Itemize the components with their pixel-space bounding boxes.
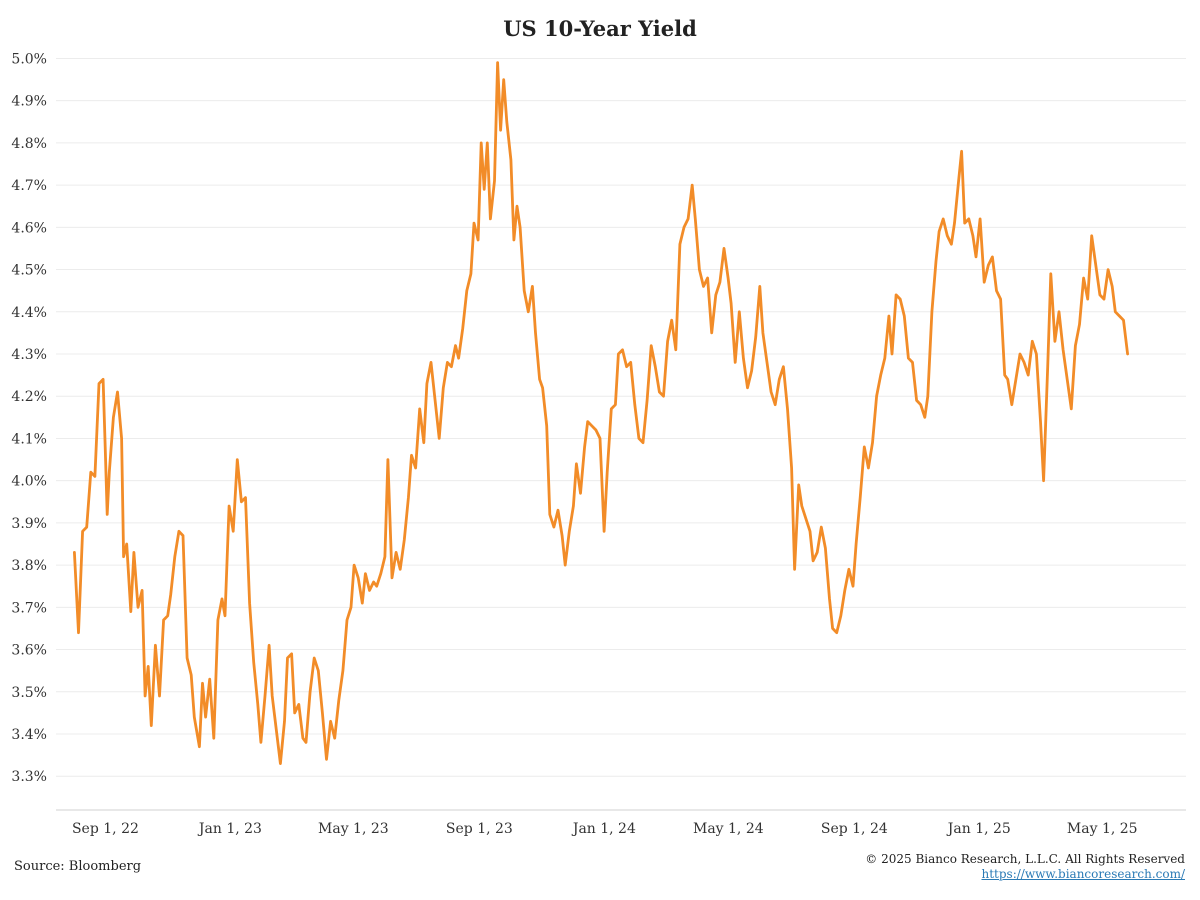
y-tick-label: 4.3% xyxy=(11,347,47,363)
y-tick-label: 4.8% xyxy=(11,136,47,152)
chart-title: US 10-Year Yield xyxy=(503,16,697,41)
y-tick-label: 3.9% xyxy=(11,516,47,532)
y-tick-label: 4.1% xyxy=(11,431,47,447)
grid-lines xyxy=(56,57,1186,777)
website-link[interactable]: https://www.biancoresearch.com/ xyxy=(981,867,1185,881)
y-tick-label: 4.4% xyxy=(11,305,47,321)
y-tick-label: 3.3% xyxy=(11,769,47,785)
y-tick-label: 3.4% xyxy=(11,727,47,743)
y-tick-label: 4.7% xyxy=(11,178,47,194)
copyright-note: © 2025 Bianco Research, L.L.C. All Right… xyxy=(865,852,1185,866)
x-tick-label: Jan 1, 25 xyxy=(946,821,1011,837)
x-tick-label: Sep 1, 22 xyxy=(72,821,139,837)
y-tick-label: 3.8% xyxy=(11,558,47,574)
y-tick-label: 4.0% xyxy=(11,474,47,490)
x-tick-label: Jan 1, 23 xyxy=(197,821,262,837)
y-tick-label: 4.6% xyxy=(11,220,47,236)
x-tick-label: Sep 1, 23 xyxy=(446,821,513,837)
y-tick-label: 5.0% xyxy=(11,51,47,67)
y-tick-label: 3.6% xyxy=(11,643,47,659)
x-tick-label: May 1, 24 xyxy=(693,821,764,837)
x-axis-ticks: Sep 1, 22 Jan 1, 23 May 1, 23 Sep 1, 23 Jan … xyxy=(72,821,1138,837)
x-tick-label: May 1, 23 xyxy=(318,821,389,837)
y-tick-label: 4.9% xyxy=(11,94,47,110)
y-tick-label: 4.5% xyxy=(11,263,47,279)
source-note: Source: Bloomberg xyxy=(14,859,142,874)
x-tick-label: Jan 1, 24 xyxy=(571,821,636,837)
y-tick-label: 3.7% xyxy=(11,600,47,616)
x-tick-label: May 1, 25 xyxy=(1067,821,1138,837)
series-line xyxy=(73,61,1129,765)
y-tick-label: 4.2% xyxy=(11,389,47,405)
series-layer xyxy=(73,61,1129,765)
y-tick-label: 3.5% xyxy=(11,685,47,701)
y-axis-ticks: 3.3% 3.4% 3.5% 3.6% 3.7% 3.8% 3.9% 4.0% 4.1% 4.2%… xyxy=(11,51,47,785)
x-tick-label: Sep 1, 24 xyxy=(821,821,888,837)
